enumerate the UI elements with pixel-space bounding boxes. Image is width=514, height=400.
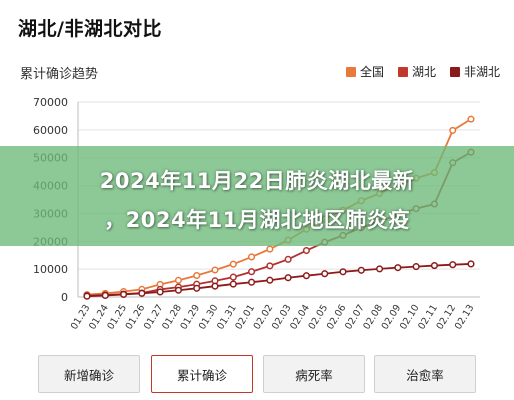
tab-new-confirmed[interactable]: 新增确诊 <box>38 355 140 393</box>
headline-banner <box>0 146 514 246</box>
data-point <box>211 266 219 274</box>
tab-fatality-rate[interactable]: 病死率 <box>263 355 365 393</box>
tab-cumulative-confirmed[interactable]: 累计确诊 <box>151 355 253 393</box>
data-point <box>138 289 146 297</box>
legend-item-hubei[interactable]: 湖北 <box>397 63 436 80</box>
data-point <box>376 265 384 273</box>
data-point <box>248 253 256 261</box>
data-point <box>193 284 201 292</box>
data-point <box>83 292 91 300</box>
data-point <box>120 290 128 298</box>
data-point <box>430 262 438 270</box>
chart-legend: 全国 湖北 非湖北 <box>345 63 500 80</box>
data-point <box>394 264 402 272</box>
data-point <box>266 245 274 253</box>
legend-item-non-hubei[interactable]: 非湖北 <box>449 63 500 80</box>
data-point <box>412 263 420 271</box>
data-point <box>211 282 219 290</box>
data-point <box>101 291 109 299</box>
data-point <box>174 286 182 294</box>
data-point <box>266 276 274 284</box>
tab-recovery-rate[interactable]: 治愈率 <box>374 355 476 393</box>
data-point <box>156 288 164 296</box>
data-point <box>339 268 347 276</box>
data-point <box>229 273 237 281</box>
data-point <box>229 260 237 268</box>
data-point <box>357 266 365 274</box>
chart-title: 累计确诊趋势 <box>20 67 99 82</box>
data-point <box>266 262 274 270</box>
data-point <box>302 246 310 255</box>
legend-label-national: 全国 <box>359 65 384 79</box>
data-point <box>174 276 182 284</box>
legend-label-hubei: 湖北 <box>411 65 436 79</box>
legend-label-non-hubei: 非湖北 <box>463 65 500 79</box>
page-title: 湖北/非湖北对比 <box>18 18 162 40</box>
data-point <box>321 270 329 278</box>
data-point <box>467 260 475 268</box>
data-point <box>467 115 475 123</box>
headline-line-2: ，2024年11月湖北地区肺炎疫 <box>104 208 410 232</box>
data-point <box>229 280 237 288</box>
legend-swatch-non-hubei <box>449 66 460 77</box>
headline-line-1: 2024年11月22日肺炎湖北最新 <box>99 169 415 193</box>
legend-swatch-national <box>345 66 356 77</box>
metric-tabs: 新增确诊 累计确诊 病死率 治愈率 <box>0 355 514 395</box>
data-point <box>248 278 256 286</box>
data-point <box>284 274 292 282</box>
legend-item-national[interactable]: 全国 <box>345 63 384 80</box>
data-point <box>449 126 457 134</box>
data-point <box>284 255 292 263</box>
series-line-2 <box>86 263 472 298</box>
y-tick-label: 70000 <box>33 96 68 109</box>
data-point <box>193 271 201 280</box>
legend-swatch-hubei <box>397 66 408 77</box>
y-tick-label: 0 <box>61 291 68 304</box>
data-point <box>248 268 256 276</box>
data-point <box>302 272 310 280</box>
y-tick-label: 60000 <box>33 124 68 137</box>
x-tick-label: 02.13 <box>453 303 477 332</box>
data-point <box>449 261 457 269</box>
y-tick-label: 10000 <box>33 263 68 276</box>
